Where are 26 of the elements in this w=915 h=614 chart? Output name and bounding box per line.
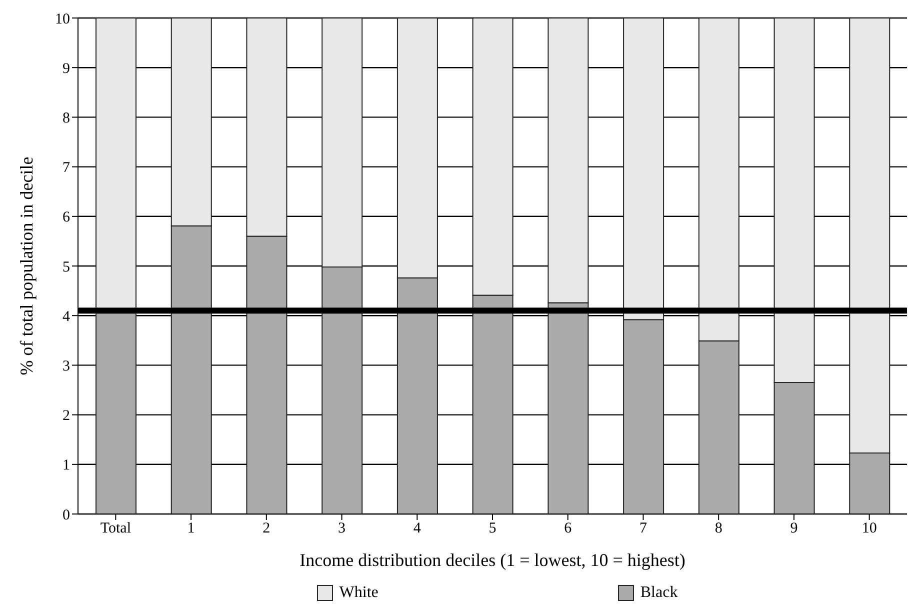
y-tick-label: 2 xyxy=(62,408,70,424)
y-tick-label: 1 xyxy=(62,458,70,474)
x-tick-label: 5 xyxy=(488,520,496,537)
x-tick-label: 8 xyxy=(714,520,722,537)
y-tick-label: 5 xyxy=(62,259,70,276)
y-axis-title: % of total population in decile xyxy=(16,156,36,376)
y-tick-label: 7 xyxy=(62,160,70,176)
y-tick-label: 3 xyxy=(62,358,70,375)
x-tick-label: 7 xyxy=(639,520,648,537)
y-tick-label: 10 xyxy=(55,11,70,28)
x-tick-label: 3 xyxy=(338,520,346,537)
y-tick-label: 8 xyxy=(62,110,70,127)
x-tick-label: 9 xyxy=(790,520,798,537)
x-tick-label: Total xyxy=(100,520,131,537)
x-tick-label: 4 xyxy=(413,520,422,537)
y-tick-label: 0 xyxy=(62,507,70,524)
y-tick-label: 9 xyxy=(62,60,70,77)
x-axis-title: Income distribution deciles (1 = lowest, 10 = highest) xyxy=(300,550,686,570)
legend-label: White xyxy=(339,584,378,602)
legend-label: Black xyxy=(640,584,678,602)
x-tick-label: 10 xyxy=(862,520,877,537)
y-tick-label: 6 xyxy=(62,210,70,226)
x-tick-label: 6 xyxy=(564,520,572,537)
x-tick-label: 1 xyxy=(187,520,195,537)
x-tick-label: 2 xyxy=(262,520,270,537)
y-tick-label: 4 xyxy=(62,308,70,325)
